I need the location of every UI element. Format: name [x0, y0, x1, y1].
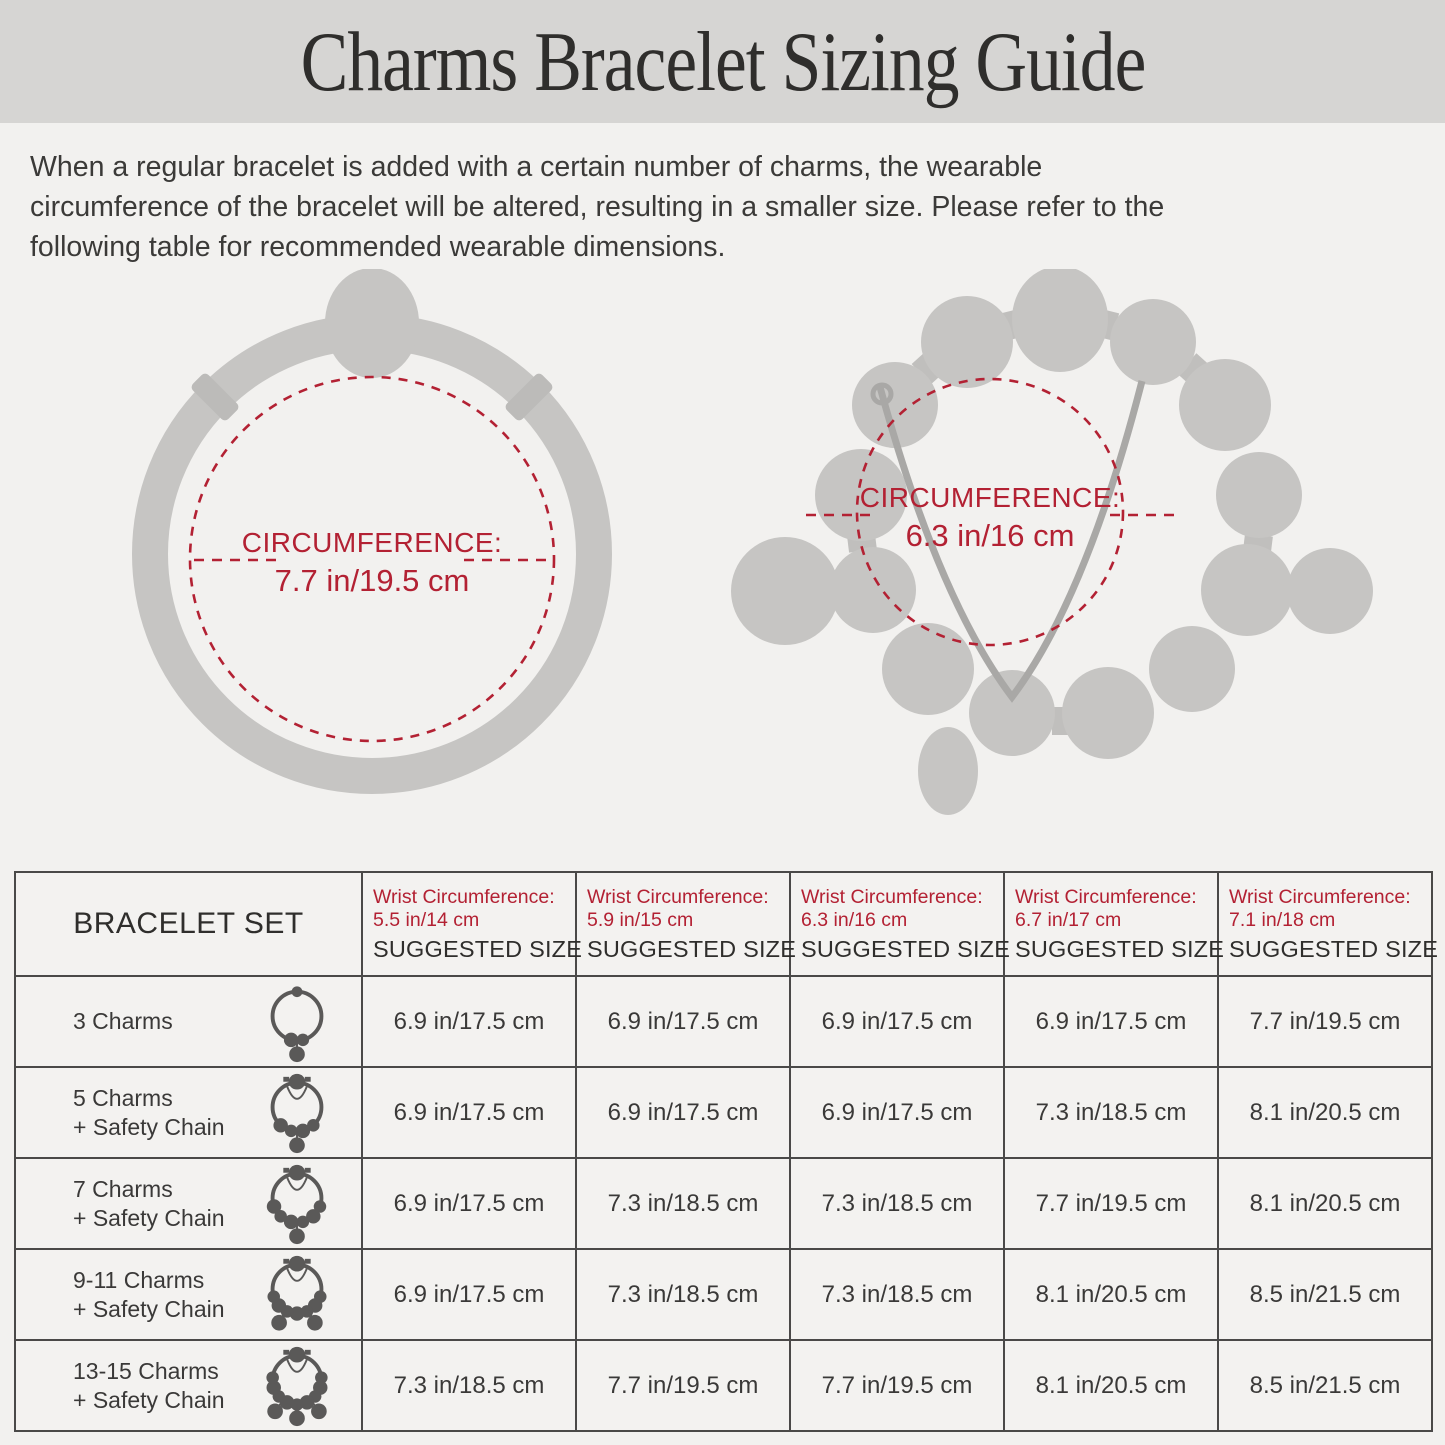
suggested-size-value: 7.3 in/18.5 cm — [789, 1248, 1005, 1341]
suggested-size-value: 6.9 in/17.5 cm — [361, 1157, 577, 1250]
bracelet-set-cell: 9-11 Charms + Safety Chain — [14, 1248, 363, 1341]
suggested-size-value: 7.3 in/18.5 cm — [575, 1157, 791, 1250]
bracelet-set-cell: 13-15 Charms + Safety Chain — [14, 1339, 363, 1432]
bracelet-set-cell: 7 Charms + Safety Chain — [14, 1157, 363, 1250]
suggested-size-label: SUGGESTED SIZE — [801, 935, 1011, 962]
suggested-size-value: 7.7 in/19.5 cm — [1003, 1157, 1219, 1250]
suggested-size-value: 6.9 in/17.5 cm — [575, 1066, 791, 1159]
wrist-circumference-value: 6.3 in/16 cm — [801, 908, 908, 931]
bracelet-7-charms-icon — [259, 1161, 335, 1247]
suggested-size-value: 7.3 in/18.5 cm — [575, 1248, 791, 1341]
dangling-charms — [731, 537, 1373, 815]
suggested-size-value: 8.1 in/20.5 cm — [1217, 1157, 1433, 1250]
suggested-size-value: 7.3 in/18.5 cm — [1003, 1066, 1219, 1159]
wrist-circumference-label: Wrist Circumference: — [1015, 885, 1197, 908]
suggested-size-value: 8.1 in/20.5 cm — [1003, 1339, 1219, 1432]
suggested-size-value: 6.9 in/17.5 cm — [361, 1066, 577, 1159]
bracelet-clasp — [325, 268, 419, 378]
set-sublabel: + Safety Chain — [73, 1204, 225, 1231]
table-row: 13-15 Charms + Safety Chain 7.3 in/18.5 … — [14, 1339, 1433, 1432]
wrist-circumference-value: 5.9 in/15 cm — [587, 908, 694, 931]
set-label: 3 Charms — [73, 1008, 173, 1034]
suggested-size-value: 8.1 in/20.5 cm — [1003, 1248, 1219, 1341]
suggested-size-label: SUGGESTED SIZE — [1015, 935, 1225, 962]
suggested-size-value: 7.7 in/19.5 cm — [789, 1339, 1005, 1432]
suggested-size-value: 7.3 in/18.5 cm — [361, 1339, 577, 1432]
table-row: 7 Charms + Safety Chain 6.9 in/17.5 cm 7… — [14, 1157, 1433, 1250]
wrist-circumference-value: 5.5 in/14 cm — [373, 908, 480, 931]
set-label: 13-15 Charms — [73, 1357, 219, 1384]
suggested-size-value: 6.9 in/17.5 cm — [575, 975, 791, 1068]
wrist-size-column-header: Wrist Circumference: 5.9 in/15 cm SUGGES… — [575, 871, 797, 977]
set-sublabel: + Safety Chain — [73, 1113, 225, 1140]
suggested-size-value: 8.1 in/20.5 cm — [1217, 1066, 1433, 1159]
suggested-size-label: SUGGESTED SIZE — [1229, 935, 1439, 962]
table-header-row: BRACELET SET Wrist Circumference: 5.5 in… — [14, 871, 1439, 977]
wrist-circumference-value: 6.7 in/17 cm — [1015, 908, 1122, 931]
table-row: 5 Charms + Safety Chain 6.9 in/17.5 cm 6… — [14, 1066, 1433, 1159]
diagram-section: CIRCUMFERENCE: 7.7 in/19.5 cm — [0, 266, 1445, 859]
suggested-size-value: 6.9 in/17.5 cm — [361, 1248, 577, 1341]
suggested-size-value: 8.5 in/21.5 cm — [1217, 1339, 1433, 1432]
plain-bracelet-diagram: CIRCUMFERENCE: 7.7 in/19.5 cm — [66, 268, 678, 859]
wrist-circumference-label: Wrist Circumference: — [1229, 885, 1411, 908]
wrist-circumference-label: Wrist Circumference: — [587, 885, 769, 908]
bracelet-5-charms-icon — [259, 1070, 335, 1156]
intro-line: circumference of the bracelet will be al… — [30, 191, 1165, 223]
suggested-size-label: SUGGESTED SIZE — [587, 935, 797, 962]
intro-line: following table for recommended wearable… — [30, 231, 726, 263]
set-label: 5 Charms — [73, 1084, 173, 1111]
header-band: Charms Bracelet Sizing Guide — [0, 0, 1445, 123]
wrist-circumference-value: 7.1 in/18 cm — [1229, 908, 1336, 931]
suggested-size-value: 7.7 in/19.5 cm — [1217, 975, 1433, 1068]
bracelet-clasp — [1012, 266, 1108, 372]
bracelet-set-cell: 3 Charms — [14, 975, 363, 1068]
plain-bracelet-illustration: CIRCUMFERENCE: 7.7 in/19.5 cm — [132, 268, 612, 794]
suggested-size-value: 7.7 in/19.5 cm — [575, 1339, 791, 1432]
suggested-size-value: 7.3 in/18.5 cm — [789, 1157, 1005, 1250]
circumference-label: CIRCUMFERENCE: — [242, 527, 503, 558]
circumference-annotation: CIRCUMFERENCE: 7.7 in/19.5 cm — [188, 375, 556, 743]
table-row: 9-11 Charms + Safety Chain 6.9 in/17.5 c… — [14, 1248, 1433, 1341]
bracelet-13-15-charms-icon — [259, 1343, 335, 1429]
circumference-dashed-circle — [188, 375, 556, 743]
circumference-label: CIRCUMFERENCE: — [860, 482, 1121, 513]
bracelet-9-11-charms-icon — [259, 1252, 335, 1338]
sizing-table: BRACELET SET Wrist Circumference: 5.5 in… — [14, 871, 1439, 1432]
suggested-size-value: 6.9 in/17.5 cm — [789, 1066, 1005, 1159]
wrist-circumference-label: Wrist Circumference: — [801, 885, 983, 908]
set-sublabel: + Safety Chain — [73, 1295, 225, 1322]
suggested-size-label: SUGGESTED SIZE — [373, 935, 583, 962]
suggested-size-value: 6.9 in/17.5 cm — [1003, 975, 1219, 1068]
circumference-dashed-circle — [855, 377, 1125, 647]
wrist-size-column-header: Wrist Circumference: 7.1 in/18 cm SUGGES… — [1217, 871, 1439, 977]
intro-text: When a regular bracelet is added with a … — [30, 147, 1417, 267]
wrist-size-column-header: Wrist Circumference: 6.7 in/17 cm SUGGES… — [1003, 871, 1225, 977]
circumference-value: 7.7 in/19.5 cm — [275, 563, 470, 598]
bracelet-set-cell: 5 Charms + Safety Chain — [14, 1066, 363, 1159]
charm-bracelet-silhouette — [731, 266, 1373, 815]
circumference-annotation: CIRCUMFERENCE: 6.3 in/16 cm — [806, 377, 1174, 647]
circumference-value: 6.3 in/16 cm — [906, 518, 1075, 553]
page-title: Charms Bracelet Sizing Guide — [300, 13, 1146, 108]
safety-chain — [870, 380, 1146, 703]
set-sublabel: + Safety Chain — [73, 1386, 225, 1413]
set-label: 9-11 Charms — [73, 1266, 205, 1293]
bracelet-silhouette — [132, 268, 612, 794]
wrist-circumference-label: Wrist Circumference: — [373, 885, 555, 908]
charm-bracelet-illustration: CIRCUMFERENCE: 6.3 in/16 cm — [731, 266, 1373, 815]
set-label: 7 Charms — [73, 1175, 173, 1202]
charm-bracelet-diagram: CIRCUMFERENCE: 6.3 in/16 cm — [730, 266, 1430, 859]
suggested-size-value: 8.5 in/21.5 cm — [1217, 1248, 1433, 1341]
bracelet-set-header: BRACELET SET — [14, 871, 363, 977]
suggested-size-value: 6.9 in/17.5 cm — [789, 975, 1005, 1068]
table-row: 3 Charms 6.9 in/17.5 cm 6.9 in/17.5 cm 6… — [14, 975, 1433, 1068]
bracelet-3-charms-icon — [259, 979, 335, 1065]
wrist-size-column-header: Wrist Circumference: 6.3 in/16 cm SUGGES… — [789, 871, 1011, 977]
intro-line: When a regular bracelet is added with a … — [30, 151, 1043, 183]
wrist-size-column-header: Wrist Circumference: 5.5 in/14 cm SUGGES… — [361, 871, 583, 977]
suggested-size-value: 6.9 in/17.5 cm — [361, 975, 577, 1068]
